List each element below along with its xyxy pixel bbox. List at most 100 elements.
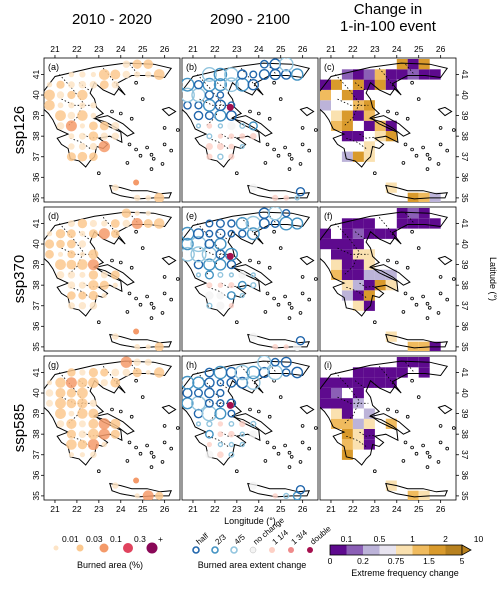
burned-area-dot: [65, 377, 77, 389]
island: [248, 109, 252, 114]
extent-change-dot: [249, 332, 258, 341]
burned-area-dot: [131, 218, 143, 229]
burned-area-dot: [68, 71, 75, 78]
island: [162, 424, 167, 428]
region-boundary: [197, 372, 222, 425]
burned-area-dot: [111, 81, 120, 89]
island: [272, 445, 276, 450]
lat-tick-label: 39: [31, 409, 41, 419]
extent-change-ring: [236, 376, 249, 389]
island: [386, 109, 390, 114]
island: [140, 395, 145, 399]
island: [298, 311, 303, 315]
burned-area-dot: [55, 388, 66, 398]
extent-change-ring: [228, 420, 235, 427]
freq-cell: [341, 249, 353, 260]
y-axis-label: Latitude (°): [488, 257, 498, 301]
extent-change-dot: [239, 133, 246, 140]
island: [438, 275, 443, 279]
freq-cell: [396, 208, 408, 219]
island: [263, 310, 268, 314]
lat-tick-label: 41: [460, 368, 470, 378]
burned-area-dot: [57, 251, 64, 257]
freq-cell: [429, 192, 441, 202]
burned-area-dot: [78, 132, 86, 140]
island: [119, 111, 123, 116]
island: [278, 246, 283, 250]
region-boundary: [197, 74, 222, 127]
island: [160, 311, 165, 315]
region-boundary: [240, 68, 257, 90]
island: [149, 316, 154, 320]
island: [265, 291, 270, 296]
island: [451, 426, 456, 430]
panel-b: (b): [181, 57, 319, 203]
legend-extent-title: Burned area extent change: [198, 560, 307, 570]
extent-change-ring: [235, 216, 249, 230]
extent-change-ring: [204, 429, 214, 439]
freq-cell: [341, 259, 353, 270]
burned-area-dot: [46, 231, 53, 237]
burned-area-dot: [88, 377, 99, 389]
lat-tick-label: 36: [460, 471, 470, 481]
extent-change-ring: [217, 271, 224, 278]
freq-cell: [385, 367, 397, 378]
burned-area-dot: [88, 290, 98, 301]
burned-area-dot: [66, 429, 76, 439]
extent-change-ring: [228, 272, 234, 278]
island: [425, 316, 430, 320]
region-boundary: [59, 372, 84, 425]
freq-cell: [396, 218, 408, 229]
lon-tick-label: 22: [210, 44, 220, 54]
island: [410, 296, 414, 301]
freq-cell: [363, 249, 375, 260]
island: [427, 305, 432, 310]
freq-cell: [352, 429, 364, 440]
island: [151, 454, 156, 459]
burned-area-dot: [98, 228, 110, 240]
burned-area-dot: [89, 80, 98, 89]
freq-cell: [418, 367, 430, 378]
burned-area-dot: [77, 151, 88, 162]
island: [386, 258, 390, 263]
freq-cell: [385, 120, 397, 131]
island: [169, 446, 174, 451]
burned-area-dot: [153, 69, 165, 80]
island: [287, 167, 292, 171]
island: [436, 311, 441, 315]
lon-tick-label: 23: [232, 44, 242, 54]
lon-tick-label: 21: [188, 504, 198, 514]
burned-area-dot: [67, 229, 76, 239]
panel-label: (b): [186, 62, 197, 72]
freq-cell: [341, 429, 353, 440]
axis-ticks: 21 21 21 21 21 21 22 22 22 22 22 22 23 23 23 23 23 23 24 24…: [31, 44, 470, 514]
freq-cell: [341, 151, 353, 162]
island: [134, 296, 138, 301]
region-boundary: [346, 286, 367, 298]
coastline: [109, 482, 172, 498]
lon-tick-label: 21: [50, 44, 60, 54]
lon-tick-label: 24: [116, 504, 126, 514]
panel-content: [320, 357, 456, 500]
panel-label: (i): [324, 360, 332, 370]
lon-tick-label: 23: [94, 504, 104, 514]
island: [272, 296, 276, 301]
lon-tick-label: 25: [414, 44, 424, 54]
extent-change-dot: [216, 301, 225, 310]
legend-extent-swatch: [230, 546, 238, 554]
lat-tick-label: 38: [460, 429, 470, 439]
island: [425, 167, 430, 171]
region-boundary: [337, 247, 369, 255]
island: [129, 265, 134, 270]
lon-tick-label: 25: [276, 504, 286, 514]
burned-area-dot: [133, 328, 140, 335]
region-boundary: [59, 223, 84, 276]
panel-d: (d): [43, 206, 181, 352]
region-boundary: [346, 137, 367, 149]
extent-change-ring: [237, 69, 248, 80]
extent-change-ring: [216, 388, 225, 398]
island: [138, 302, 143, 307]
island: [162, 291, 167, 296]
island: [149, 301, 154, 306]
extent-change-ring: [190, 246, 207, 263]
